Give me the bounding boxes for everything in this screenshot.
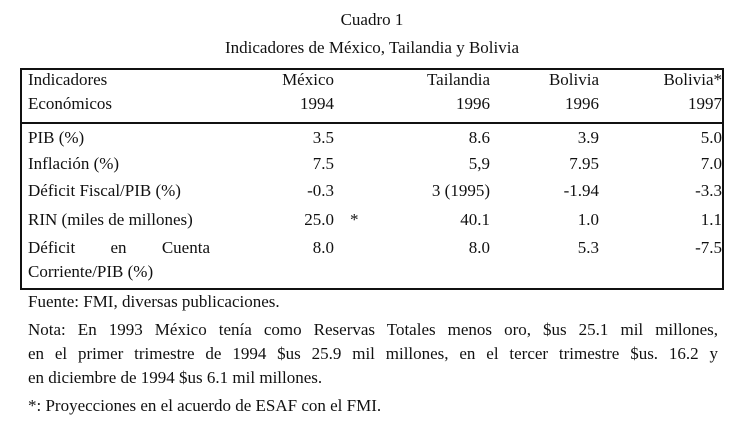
cell-value: 5.3 <box>577 238 599 257</box>
row-label: PIB (%) <box>28 128 85 147</box>
cell-value: -3.3 <box>695 181 722 200</box>
column-header: 1994 <box>300 94 334 113</box>
note-line: en diciembre de 1994 $us 6.1 mil millone… <box>28 368 323 387</box>
cell-value: 3 (1995) <box>431 181 490 200</box>
row-label: Déficit Fiscal/PIB (%) <box>28 181 181 200</box>
header-rule <box>20 122 724 124</box>
column-header: Tailandia <box>426 70 490 89</box>
cell-value: -0.3 <box>307 181 334 200</box>
cell-value: -7.5 <box>695 238 722 257</box>
row-label: Déficit en Cuenta <box>28 238 210 257</box>
cell-value: 7.0 <box>700 154 722 173</box>
cell-value: 1.0 <box>577 210 599 229</box>
cell-value: 5.0 <box>700 128 722 147</box>
table-right-border <box>722 68 724 289</box>
cell-value: 8.6 <box>468 128 490 147</box>
cell-value: 8.0 <box>312 238 334 257</box>
cell-value: 7.5 <box>312 154 334 173</box>
note-line: Nota: En 1993 México tenía como Reservas… <box>28 320 718 339</box>
title: Cuadro 1 <box>340 10 404 29</box>
row-label: RIN (miles de millones) <box>28 210 193 229</box>
column-header: Indicadores <box>28 70 108 89</box>
cell-value: 40.1 <box>460 210 490 229</box>
column-header: Bolivia* <box>663 70 722 89</box>
cell-value: 8.0 <box>468 238 490 257</box>
column-header: Bolivia <box>548 70 599 89</box>
column-header: 1997 <box>688 94 722 113</box>
cell-value: 3.9 <box>577 128 599 147</box>
table-left-border <box>20 68 22 289</box>
asterisk-note: *: Proyecciones en el acuerdo de ESAF co… <box>28 396 382 415</box>
cell-value: 5,9 <box>468 154 490 173</box>
table-top-border <box>20 68 724 70</box>
cell-value: 3.5 <box>312 128 334 147</box>
column-header: 1996 <box>456 94 490 113</box>
cell-value: 1.1 <box>700 210 722 229</box>
table-bottom-border <box>20 288 724 290</box>
cell-value: 25.0 <box>304 210 334 229</box>
row-label: Inflación (%) <box>28 154 120 173</box>
row-label: Corriente/PIB (%) <box>28 262 154 281</box>
subtitle: Indicadores de México, Tailandia y Boliv… <box>224 38 520 57</box>
cell-value: -1.94 <box>563 181 599 200</box>
column-header: Económicos <box>28 94 113 113</box>
cell-value: 7.95 <box>569 154 599 173</box>
column-header: 1996 <box>565 94 599 113</box>
cell-marker: * <box>350 210 359 229</box>
note-line: en el primer trimestre de 1994 $us 25.9 … <box>28 344 718 363</box>
column-header: México <box>282 70 334 89</box>
source-note: Fuente: FMI, diversas publicaciones. <box>28 292 280 311</box>
